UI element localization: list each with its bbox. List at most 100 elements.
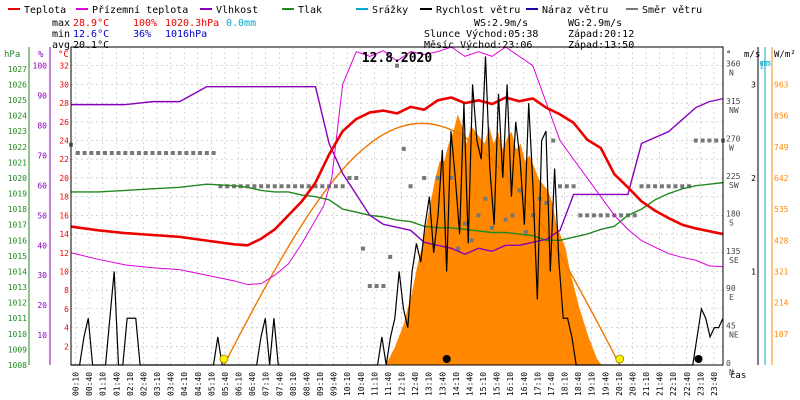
pressure-tick-label: 1015	[8, 252, 27, 261]
wind-direction-point	[591, 213, 596, 218]
legend-label: Teplota	[24, 5, 66, 16]
wind-tick-label: 3	[751, 80, 756, 89]
wind-direction-point	[150, 151, 155, 155]
wind-direction-point	[598, 213, 603, 218]
pressure-tick-label: 1024	[8, 112, 27, 121]
pressure-tick-label: 1025	[8, 96, 27, 105]
wind-direction-point	[544, 200, 549, 205]
wind-direction-point	[89, 151, 94, 155]
wind-direction-point	[313, 184, 318, 189]
direction-tick-label: 90	[726, 284, 736, 293]
wind-direction-point	[340, 184, 345, 189]
wind-direction-point	[530, 213, 535, 218]
wind-direction-point	[585, 213, 590, 218]
wind-direction-point	[164, 151, 169, 155]
wind-direction-point	[198, 151, 203, 155]
pressure-tick-label: 1011	[8, 314, 27, 323]
plot-frame	[70, 46, 724, 366]
wind-direction-point	[130, 151, 135, 155]
time-tick-label: 15:40	[493, 372, 502, 396]
humidity-tick-label: 90	[37, 92, 47, 101]
time-tick-label: 18:10	[561, 372, 570, 396]
temperature-tick-label: 18	[59, 193, 69, 202]
legend-label: Srážky	[372, 4, 408, 16]
time-tick-label: 20:40	[628, 372, 637, 396]
wind-direction-point	[469, 238, 474, 243]
humidity-tick-label: 70	[37, 151, 47, 160]
wind-direction-point	[524, 229, 529, 234]
wind-direction-point	[462, 221, 467, 226]
wind-direction-point	[191, 151, 196, 155]
time-tick-label: 10:10	[343, 372, 352, 396]
temperature-tick-label: 16	[59, 211, 69, 220]
legend-label: Náraz větru	[542, 4, 608, 16]
pressure-tick-label: 1017	[8, 221, 27, 230]
wind-tick-label: 2	[751, 174, 756, 183]
wind-direction-point	[354, 175, 359, 180]
wind-direction-point	[700, 138, 705, 143]
legend-label: Směr větru	[642, 4, 702, 16]
wind-direction-point	[435, 175, 440, 180]
stat-max-temp: 28.9°C	[73, 18, 109, 29]
time-tick-label: 09:40	[330, 372, 339, 396]
humidity-tick-label: 50	[37, 211, 47, 220]
time-tick-label: 00:10	[72, 372, 81, 396]
wind-direction-point	[551, 138, 556, 143]
time-tick-label: 04:40	[194, 372, 203, 396]
temperature-tick-label: 12	[59, 249, 69, 258]
stat-avg-temp: 20.1°C	[73, 40, 109, 51]
wind-direction-point	[218, 184, 223, 189]
direction-compass-label: N	[729, 368, 734, 377]
time-tick-label: 23:40	[710, 372, 719, 396]
wind-direction-point	[143, 151, 148, 155]
direction-tick-label: 270	[726, 135, 741, 144]
temperature-tick-label: 26	[59, 118, 69, 127]
wind-direction-point	[476, 213, 481, 218]
time-tick-label: 08:10	[289, 372, 298, 396]
direction-compass-label: S	[729, 218, 734, 227]
time-tick-label: 17:10	[533, 372, 542, 396]
wind-direction-point	[605, 213, 610, 218]
stat-min-label: min	[52, 29, 70, 40]
wind-direction-point	[361, 246, 366, 251]
stat-min-temp: 12.6°C	[73, 29, 109, 40]
time-tick-label: 02:40	[139, 372, 148, 396]
wind-direction-point	[157, 151, 162, 155]
wind-direction-point	[510, 213, 515, 218]
temperature-tick-label: 20	[59, 174, 69, 183]
time-tick-label: 22:40	[683, 372, 692, 396]
temperature-tick-label: 6	[64, 305, 69, 314]
solar-tick-label: 535	[774, 205, 789, 214]
wind-direction-point	[374, 284, 379, 289]
time-axis-title: čas	[730, 370, 746, 381]
pressure-tick-label: 1026	[8, 80, 27, 89]
wind-direction-point	[422, 175, 427, 180]
humidity-tick-label: 80	[37, 122, 47, 131]
wind-direction-point	[211, 151, 216, 155]
wind-direction-point	[714, 138, 719, 143]
wind-direction-point	[619, 213, 624, 218]
info-wg: WG:2.9m/s	[568, 18, 622, 29]
solar-tick-label: 642	[774, 174, 789, 183]
wind-direction-point	[687, 184, 692, 189]
wind-direction-point	[225, 184, 230, 189]
wind-direction-point	[395, 63, 399, 68]
humidity-tick-label: 30	[37, 271, 47, 280]
wind-direction-point	[184, 151, 189, 155]
pressure-tick-label: 1023	[8, 127, 27, 136]
time-tick-label: 01:10	[99, 372, 108, 396]
wind-direction-point	[666, 184, 671, 189]
stat-max-rain: 0.0mm	[226, 18, 256, 29]
wind-direction-point	[265, 184, 270, 189]
pressure-axis-title: hPa	[4, 50, 20, 60]
wind-direction-point	[279, 184, 284, 189]
wind-direction-point	[367, 284, 372, 289]
solar-theory-curve	[223, 122, 621, 366]
wind-direction-point	[408, 184, 413, 189]
time-tick-label: 20:10	[615, 372, 624, 396]
time-tick-label: 12:10	[398, 372, 407, 396]
direction-compass-label: SW	[729, 181, 739, 190]
wind-direction-point	[252, 184, 257, 189]
wind-direction-point	[381, 284, 386, 289]
